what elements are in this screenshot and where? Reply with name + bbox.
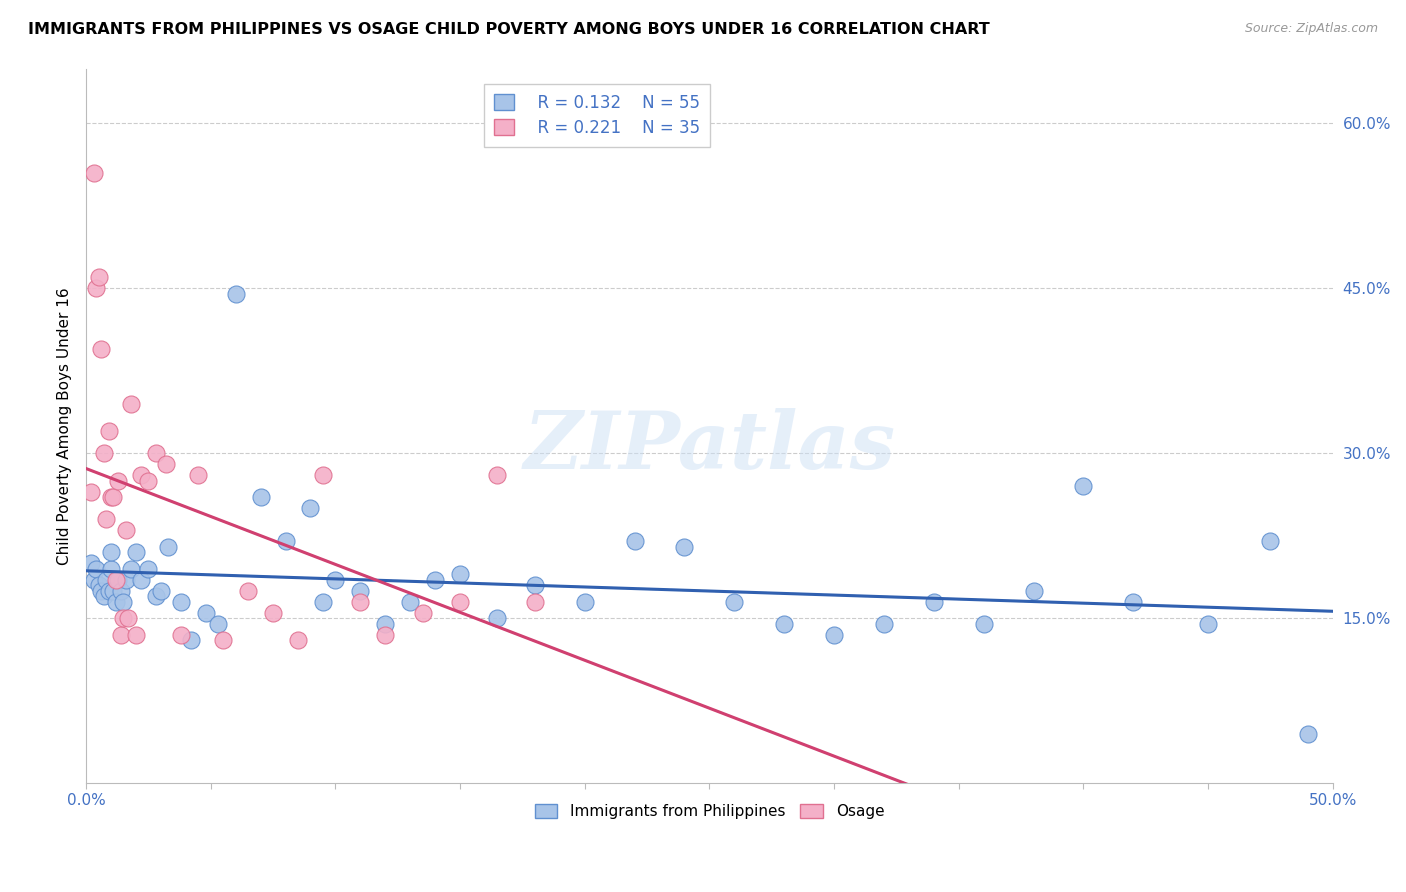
Point — [423, 573, 446, 587]
Point — [83, 166, 105, 180]
Point — [107, 474, 129, 488]
Point — [1197, 616, 1219, 631]
Point — [145, 446, 167, 460]
Point — [449, 595, 471, 609]
Point — [100, 562, 122, 576]
Point — [486, 611, 509, 625]
Point — [110, 627, 132, 641]
Point — [187, 468, 209, 483]
Point — [325, 573, 347, 587]
Point — [1073, 479, 1095, 493]
Point — [773, 616, 796, 631]
Point — [93, 446, 115, 460]
Point — [120, 562, 142, 576]
Point — [823, 627, 845, 641]
Point — [299, 501, 322, 516]
Text: ZIPatlas: ZIPatlas — [523, 409, 896, 486]
Y-axis label: Child Poverty Among Boys Under 16: Child Poverty Among Boys Under 16 — [58, 287, 72, 565]
Point — [922, 595, 945, 609]
Point — [110, 583, 132, 598]
Point — [412, 606, 434, 620]
Point — [1022, 583, 1045, 598]
Point — [287, 633, 309, 648]
Point — [90, 342, 112, 356]
Point — [129, 468, 152, 483]
Text: IMMIGRANTS FROM PHILIPPINES VS OSAGE CHILD POVERTY AMONG BOYS UNDER 16 CORRELATI: IMMIGRANTS FROM PHILIPPINES VS OSAGE CHI… — [28, 22, 990, 37]
Point — [112, 595, 135, 609]
Point — [83, 573, 105, 587]
Text: Source: ZipAtlas.com: Source: ZipAtlas.com — [1244, 22, 1378, 36]
Point — [170, 595, 193, 609]
Point — [374, 616, 396, 631]
Point — [145, 589, 167, 603]
Point — [103, 583, 125, 598]
Point — [129, 573, 152, 587]
Point — [225, 286, 247, 301]
Point — [97, 583, 120, 598]
Point — [138, 562, 160, 576]
Point — [449, 567, 471, 582]
Point — [180, 633, 202, 648]
Point — [249, 490, 271, 504]
Point — [1260, 534, 1282, 549]
Point — [120, 397, 142, 411]
Point — [117, 611, 139, 625]
Point — [80, 484, 103, 499]
Point — [157, 540, 180, 554]
Point — [312, 595, 335, 609]
Point — [100, 490, 122, 504]
Point — [103, 490, 125, 504]
Point — [104, 595, 127, 609]
Point — [94, 573, 117, 587]
Point — [623, 534, 645, 549]
Point — [523, 578, 546, 592]
Point — [87, 578, 110, 592]
Point — [170, 627, 193, 641]
Point — [104, 573, 127, 587]
Point — [112, 611, 135, 625]
Point — [138, 474, 160, 488]
Point — [125, 545, 148, 559]
Point — [97, 424, 120, 438]
Point — [100, 545, 122, 559]
Point — [399, 595, 422, 609]
Point — [212, 633, 235, 648]
Point — [115, 573, 138, 587]
Point — [973, 616, 995, 631]
Point — [149, 583, 172, 598]
Point — [125, 627, 148, 641]
Point — [374, 627, 396, 641]
Point — [1122, 595, 1144, 609]
Point — [723, 595, 745, 609]
Point — [349, 595, 371, 609]
Point — [80, 556, 103, 570]
Point — [349, 583, 371, 598]
Point — [262, 606, 284, 620]
Point — [84, 562, 107, 576]
Point — [94, 512, 117, 526]
Point — [574, 595, 596, 609]
Point — [236, 583, 259, 598]
Point — [84, 281, 107, 295]
Point — [312, 468, 335, 483]
Point — [194, 606, 217, 620]
Point — [87, 270, 110, 285]
Legend: Immigrants from Philippines, Osage: Immigrants from Philippines, Osage — [529, 797, 890, 825]
Point — [207, 616, 229, 631]
Point — [486, 468, 509, 483]
Point — [1296, 726, 1319, 740]
Point — [107, 573, 129, 587]
Point — [90, 583, 112, 598]
Point — [873, 616, 896, 631]
Point — [673, 540, 696, 554]
Point — [115, 523, 138, 537]
Point — [523, 595, 546, 609]
Point — [93, 589, 115, 603]
Point — [155, 457, 177, 471]
Point — [274, 534, 297, 549]
